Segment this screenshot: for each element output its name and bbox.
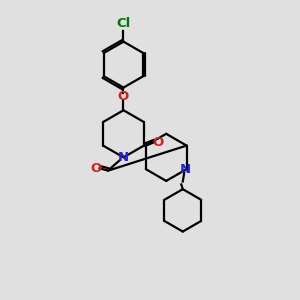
Text: Cl: Cl xyxy=(116,17,130,31)
Text: N: N xyxy=(118,151,129,164)
Text: N: N xyxy=(180,163,191,176)
Text: O: O xyxy=(152,136,164,148)
Text: O: O xyxy=(90,162,101,175)
Text: O: O xyxy=(118,91,129,103)
